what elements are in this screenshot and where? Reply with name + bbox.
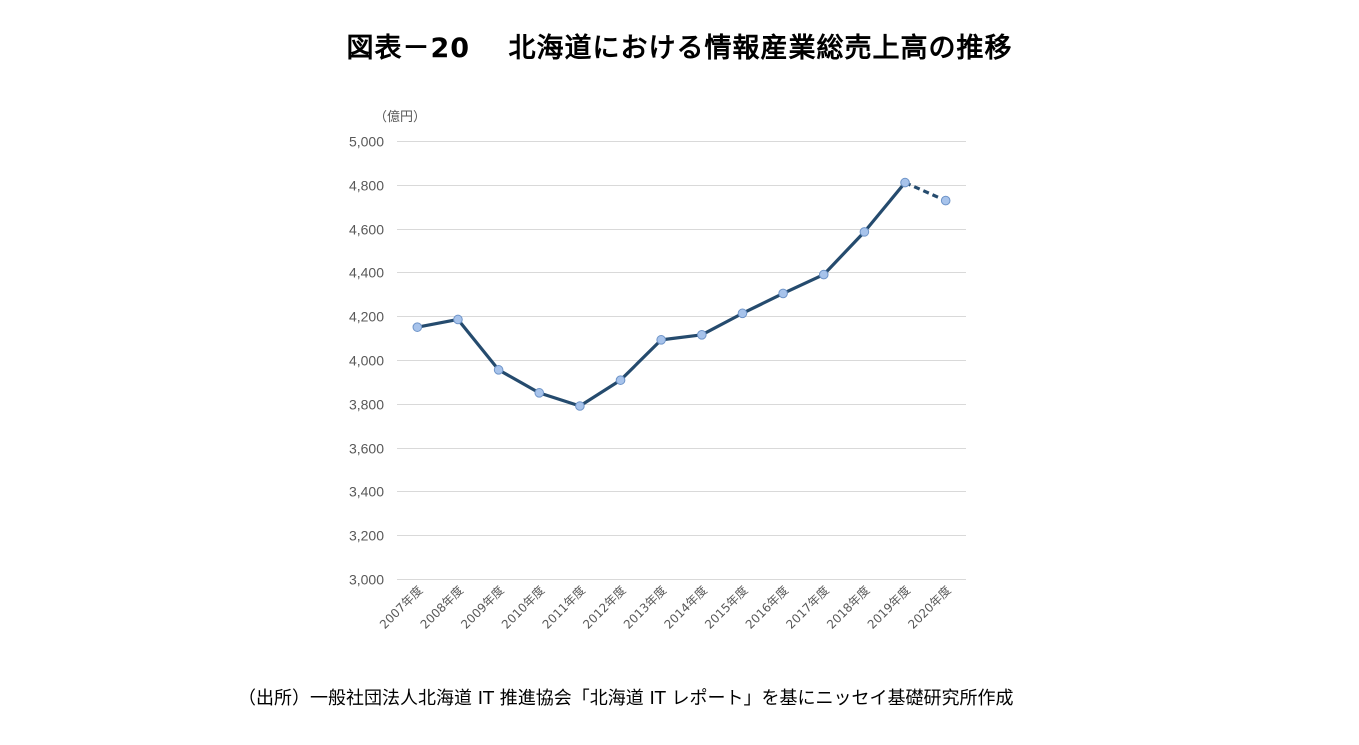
series-sales <box>412 177 951 411</box>
data-point <box>940 195 951 206</box>
gridlines <box>397 141 966 580</box>
y-tick-label: 4,800 <box>349 178 384 194</box>
x-tick-label: 2016年度 <box>742 583 791 632</box>
x-tick-label: 2015年度 <box>701 583 750 632</box>
x-tick-label: 2017年度 <box>783 583 832 632</box>
data-point <box>534 388 545 398</box>
source-note: （出所）一般社団法人北海道 IT 推進協会「北海道 IT レポート」を基にニッセ… <box>238 688 1014 709</box>
y-tick-label: 3,200 <box>349 528 384 544</box>
data-point <box>412 322 423 332</box>
y-axis-ticks: 5,000 4,800 4,600 4,400 4,200 4,000 3,800 3,600… <box>349 134 384 588</box>
x-tick-label: 2014年度 <box>661 583 710 632</box>
data-point <box>778 288 788 299</box>
x-tick-label: 2007年度 <box>376 583 425 632</box>
series-line-solid <box>415 181 907 408</box>
y-tick-label: 4,000 <box>349 353 384 369</box>
x-tick-label: 2013年度 <box>620 583 669 632</box>
data-point <box>493 365 504 375</box>
series-line-dashed <box>904 181 947 203</box>
y-tick-label: 3,800 <box>349 397 384 413</box>
data-point <box>737 308 748 319</box>
y-tick-label: 4,400 <box>349 265 384 281</box>
y-tick-label: 4,200 <box>349 309 384 325</box>
x-tick-label: 2012年度 <box>579 583 628 632</box>
x-tick-label: 2019年度 <box>864 583 913 632</box>
data-point <box>615 375 626 385</box>
data-point <box>818 269 829 280</box>
chart-title: 図表－20 北海道における情報産業総売上高の推移 <box>346 33 1013 64</box>
x-tick-label: 2010年度 <box>498 583 547 632</box>
y-axis-unit-label: （億円） <box>374 109 426 125</box>
x-tick-label: 2018年度 <box>823 583 872 632</box>
y-tick-label: 4,600 <box>349 222 384 238</box>
x-tick-label: 2009年度 <box>458 583 507 632</box>
x-tick-label: 2008年度 <box>417 583 466 632</box>
x-axis-ticks: 2007年度2008年度2009年度2010年度2011年度2012年度2013… <box>376 583 954 632</box>
y-tick-label: 5,000 <box>349 134 384 150</box>
y-tick-label: 3,600 <box>349 441 384 457</box>
y-tick-label: 3,400 <box>349 484 384 500</box>
data-point <box>656 335 666 345</box>
x-tick-label: 2011年度 <box>539 583 588 632</box>
data-point <box>575 401 585 411</box>
data-point <box>453 314 463 325</box>
data-point <box>697 330 707 340</box>
y-tick-label: 3,000 <box>349 572 384 588</box>
data-point <box>859 227 870 237</box>
data-point <box>900 177 910 188</box>
x-tick-label: 2020年度 <box>905 583 954 632</box>
